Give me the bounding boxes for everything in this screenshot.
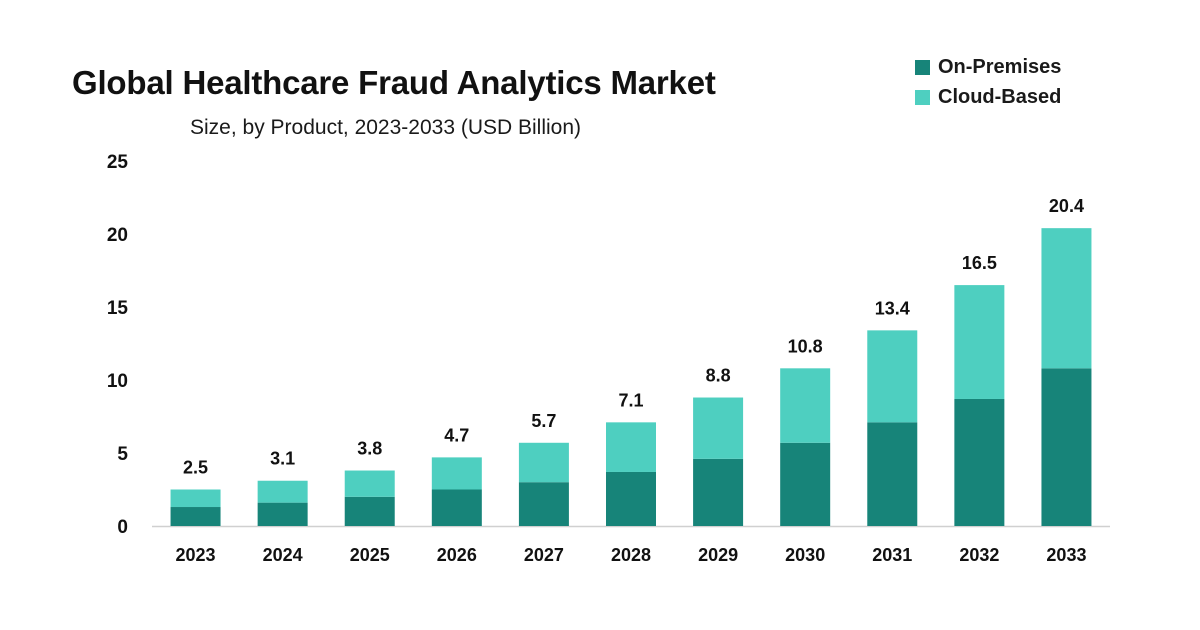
- bar-cloud-based-2025: [344, 470, 395, 497]
- y-tick-label: 10: [107, 371, 128, 392]
- x-tick-label-2023: 2023: [176, 545, 216, 565]
- chart-subtitle: Size, by Product, 2023-2033 (USD Billion…: [190, 116, 582, 139]
- legend-label-cloud-based: Cloud-Based: [938, 85, 1062, 108]
- bar-on-premises-2027: [518, 482, 569, 526]
- x-tick-label-2025: 2025: [350, 545, 390, 565]
- data-label-total-2029: 8.8: [706, 366, 731, 386]
- data-label-total-2031: 13.4: [875, 298, 910, 318]
- y-tick-label: 20: [107, 225, 128, 246]
- bar-cloud-based-2033: [1041, 228, 1092, 369]
- legend-item-on-premises: On-Premises: [915, 52, 1061, 82]
- data-label-total-2033: 20.4: [1049, 196, 1084, 216]
- chart-title: Global Healthcare Fraud Analytics Market: [72, 64, 716, 101]
- chart-legend: On-Premises Cloud-Based: [915, 52, 1061, 112]
- bar-cloud-based-2032: [954, 285, 1005, 399]
- legend-swatch-cloud-based: [915, 89, 930, 105]
- data-label-total-2024: 3.1: [270, 449, 295, 469]
- bar-on-premises-2029: [693, 458, 744, 526]
- bar-on-premises-2030: [780, 442, 831, 526]
- bar-on-premises-2028: [606, 471, 656, 526]
- y-tick-label: 25: [107, 152, 129, 173]
- bar-on-premises-2026: [431, 489, 482, 526]
- bar-cloud-based-2023: [170, 489, 221, 508]
- x-tick-label-2029: 2029: [698, 545, 738, 565]
- y-tick-label: 5: [117, 444, 128, 465]
- x-tick-label-2027: 2027: [524, 545, 564, 565]
- data-label-total-2027: 5.7: [531, 411, 556, 431]
- bar-cloud-based-2027: [518, 442, 569, 483]
- data-label-total-2023: 2.5: [183, 458, 208, 478]
- bar-cloud-based-2028: [606, 422, 656, 472]
- x-tick-label-2030: 2030: [785, 545, 825, 565]
- legend-label-on-premises: On-Premises: [938, 55, 1062, 78]
- bar-on-premises-2025: [344, 496, 395, 526]
- bar-on-premises-2033: [1041, 368, 1092, 526]
- x-tick-label-2026: 2026: [437, 545, 477, 565]
- data-label-total-2028: 7.1: [618, 390, 643, 410]
- bar-on-premises-2024: [257, 502, 308, 526]
- x-tick-label-2033: 2033: [1046, 545, 1086, 565]
- y-tick-label: 15: [107, 298, 129, 319]
- x-tick-label-2031: 2031: [872, 545, 912, 565]
- bar-cloud-based-2026: [431, 457, 482, 490]
- x-tick-label-2028: 2028: [611, 545, 651, 565]
- data-label-total-2026: 4.7: [444, 425, 469, 445]
- data-label-total-2032: 16.5: [962, 253, 997, 273]
- legend-swatch-on-premises: [915, 59, 930, 75]
- legend-item-cloud-based: Cloud-Based: [915, 82, 1061, 112]
- bar-on-premises-2032: [954, 398, 1005, 526]
- bar-cloud-based-2029: [693, 397, 744, 459]
- data-label-total-2025: 3.8: [357, 439, 382, 459]
- x-tick-label-2024: 2024: [263, 545, 303, 565]
- bar-on-premises-2023: [170, 507, 221, 526]
- bar-cloud-based-2030: [780, 368, 831, 443]
- bar-on-premises-2031: [867, 422, 918, 526]
- bar-cloud-based-2024: [257, 480, 308, 503]
- x-tick-label-2032: 2032: [959, 545, 999, 565]
- y-tick-label: 0: [117, 517, 128, 538]
- data-label-total-2030: 10.8: [788, 336, 823, 356]
- bar-cloud-based-2031: [867, 330, 918, 423]
